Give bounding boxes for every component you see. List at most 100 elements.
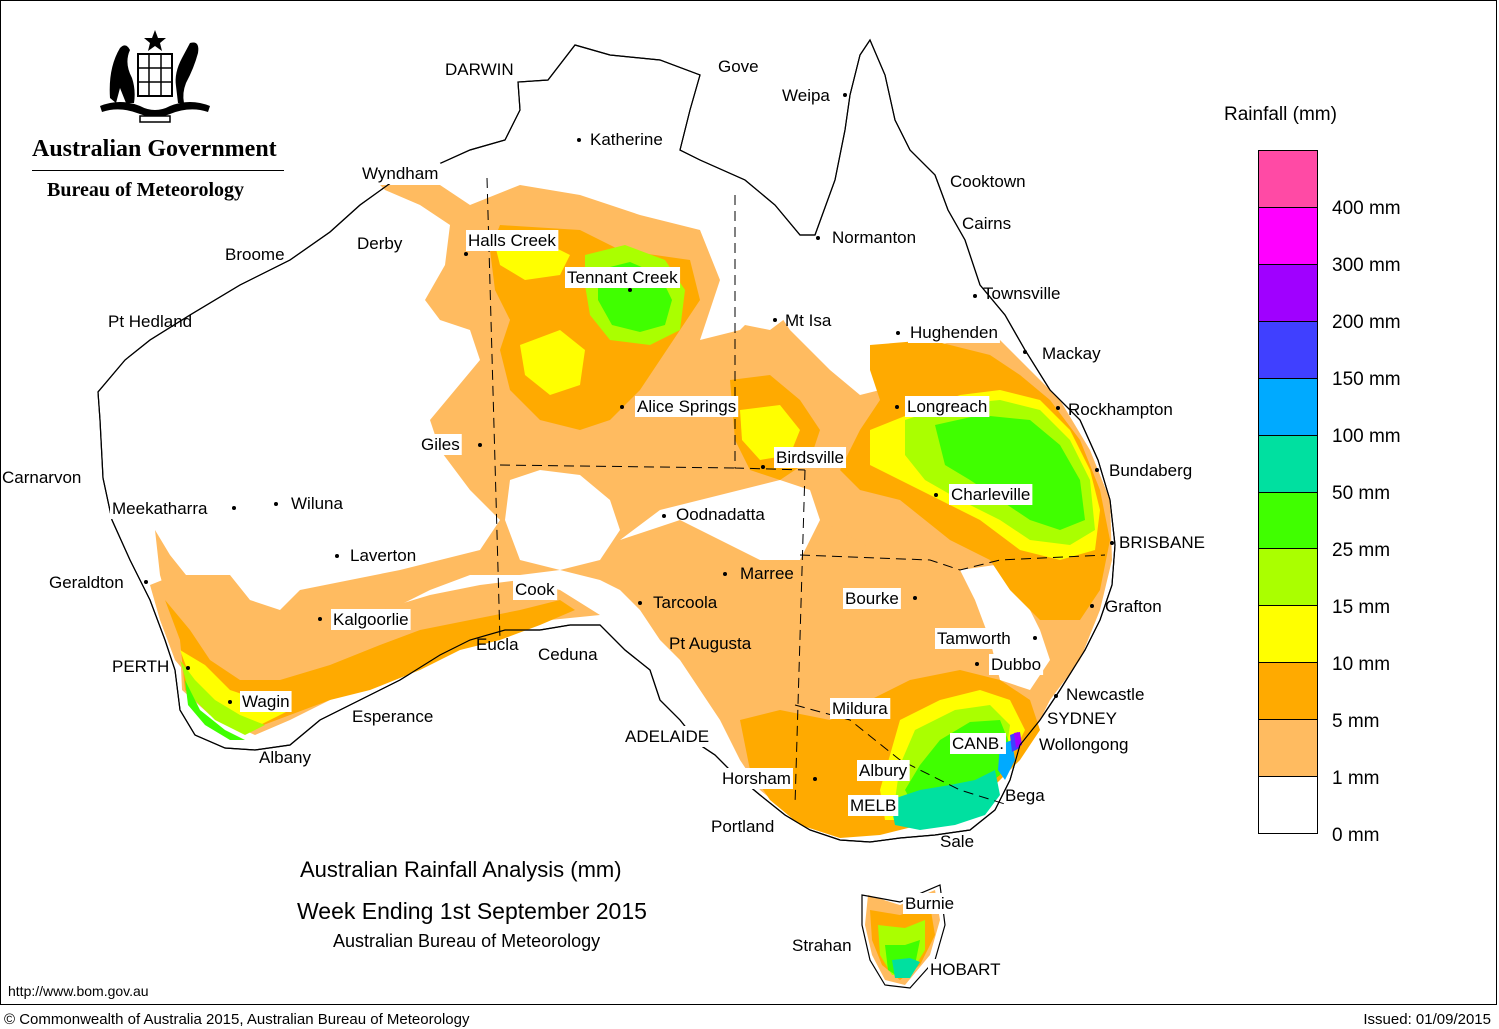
place-canb: CANB. xyxy=(950,733,1006,754)
place-darwin: DARWIN xyxy=(445,60,514,79)
legend-label: 400 mm xyxy=(1332,198,1401,219)
place-rockhampton: Rockhampton xyxy=(1056,400,1173,419)
place-marker-dot xyxy=(1095,468,1099,472)
place-name: Pt Augusta xyxy=(669,634,752,653)
place-label-background xyxy=(950,733,1006,754)
place-name: Strahan xyxy=(792,936,852,955)
dry-area-sa xyxy=(620,480,820,560)
website-url[interactable]: http://www.bom.gov.au xyxy=(8,983,149,999)
place-label-background xyxy=(466,230,559,251)
place-name: Mildura xyxy=(832,699,888,718)
legend-label: 10 mm xyxy=(1332,654,1391,675)
place-label-background xyxy=(908,322,1000,343)
place-name: Bundaberg xyxy=(1109,461,1192,480)
place-name: HOBART xyxy=(930,960,1001,979)
place-name: Broome xyxy=(225,245,285,264)
header-divider xyxy=(32,170,284,171)
legend-label: 300 mm xyxy=(1332,255,1401,276)
place-name: Katherine xyxy=(590,130,663,149)
place-melb: MELB xyxy=(848,795,899,816)
border-sa-east xyxy=(794,469,806,806)
place-name: Cairns xyxy=(962,214,1011,233)
dry-area-mt-isa xyxy=(740,295,790,330)
place-marker-dot xyxy=(895,405,899,409)
place-name: Mackay xyxy=(1042,344,1101,363)
place-name: Bega xyxy=(1005,786,1045,805)
place-katherine: Katherine xyxy=(577,130,663,149)
place-name: DARWIN xyxy=(445,60,514,79)
place-marker-dot xyxy=(773,318,777,322)
place-halls-creek: Halls Creek xyxy=(464,230,559,256)
legend-label: 50 mm xyxy=(1332,483,1391,504)
place-label-background xyxy=(848,795,899,816)
place-normanton: Normanton xyxy=(816,228,916,247)
place-carnarvon: Carnarvon xyxy=(2,468,81,487)
place-label-background xyxy=(110,498,210,519)
place-marker-dot xyxy=(973,294,977,298)
place-name: Bourke xyxy=(845,589,899,608)
place-giles: Giles xyxy=(419,434,482,455)
place-marker-dot xyxy=(761,465,765,469)
place-ceduna: Ceduna xyxy=(538,645,598,664)
place-label-background xyxy=(843,588,901,609)
place-name: Tennant Creek xyxy=(567,268,678,287)
place-name: Mt Isa xyxy=(785,311,832,330)
australia-outline xyxy=(97,38,1116,843)
border-nt-qld xyxy=(734,195,806,471)
place-name: Marree xyxy=(740,564,794,583)
place-geraldton: Geraldton xyxy=(49,573,148,592)
place-cairns: Cairns xyxy=(962,214,1011,233)
rainfall-band-10mm-birdsville xyxy=(740,405,800,460)
place-marker-dot xyxy=(975,662,979,666)
place-name: Tamworth xyxy=(937,629,1011,648)
legend-swatch xyxy=(1259,263,1317,321)
place-marker-dot xyxy=(335,554,339,558)
place-bourke: Bourke xyxy=(843,588,917,609)
place-marker-dot xyxy=(232,506,236,510)
place-marree: Marree xyxy=(723,564,794,583)
place-name: MELB xyxy=(850,796,896,815)
legend-swatch xyxy=(1259,434,1317,492)
place-wagin: Wagin xyxy=(228,691,292,712)
place-marker-dot xyxy=(620,405,624,409)
coat-of-arms-icon xyxy=(100,30,210,123)
place-strahan: Strahan xyxy=(792,936,852,955)
place-marker-dot xyxy=(274,502,278,506)
legend-swatch xyxy=(1259,605,1317,663)
place-name: Cook xyxy=(515,580,555,599)
place-name: Portland xyxy=(711,817,774,836)
place-marker-dot xyxy=(896,331,900,335)
map-title: Australian Rainfall Analysis (mm) xyxy=(300,857,622,882)
place-portland: Portland xyxy=(711,817,774,836)
place-mackay: Mackay xyxy=(1023,344,1101,363)
place-marker-dot xyxy=(628,288,632,292)
place-label-background xyxy=(360,163,441,184)
place-marker-dot xyxy=(478,443,482,447)
place-label-background xyxy=(720,768,793,789)
place-name: Derby xyxy=(357,234,403,253)
legend-swatch xyxy=(1259,776,1317,834)
place-name: Gove xyxy=(718,57,759,76)
place-alice-springs: Alice Springs xyxy=(620,396,739,417)
place-tennant-creek: Tennant Creek xyxy=(565,267,681,292)
legend-swatch xyxy=(1259,719,1317,777)
place-name: Tarcoola xyxy=(653,593,718,612)
legend-swatch xyxy=(1259,206,1317,264)
place-name: SYDNEY xyxy=(1047,709,1117,728)
place-weipa: Weipa xyxy=(782,86,847,105)
place-longreach: Longreach xyxy=(895,396,990,417)
place-marker-dot xyxy=(1023,350,1027,354)
place-name: Ceduna xyxy=(538,645,598,664)
place-burnie: Burnie xyxy=(903,893,957,914)
place-mildura: Mildura xyxy=(830,698,891,719)
rainfall-map: DARWIN Gove Weipa Katherine Wyndham Cooktown C… xyxy=(2,38,1205,989)
place-marker-dot xyxy=(816,236,820,240)
place-charleville: Charleville xyxy=(934,484,1033,505)
place-sale: Sale xyxy=(940,832,974,851)
map-source: Australian Bureau of Meteorology xyxy=(333,931,601,951)
place-name: Horsham xyxy=(722,769,791,788)
place-oodnadatta: Oodnadatta xyxy=(662,505,765,524)
place-marker-dot xyxy=(186,666,190,670)
place-dubbo: Dubbo xyxy=(975,654,1044,675)
place-label-background xyxy=(830,698,891,719)
